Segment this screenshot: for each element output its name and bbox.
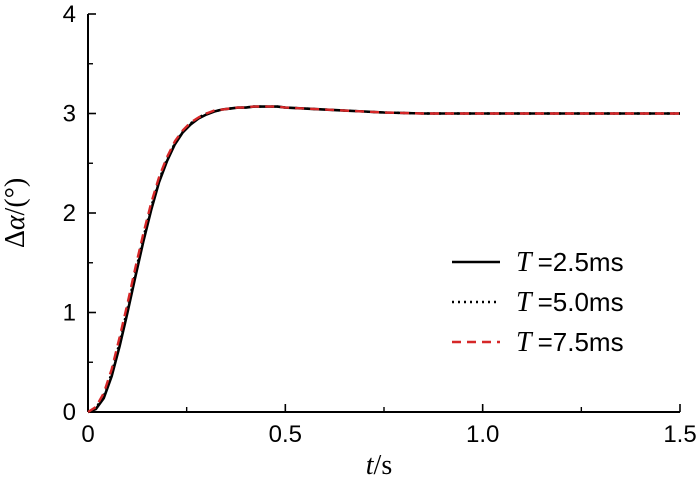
legend-label-var: T [516, 327, 534, 358]
legend-label-value: =5.0ms [538, 287, 624, 317]
x-axis-label-unit: /s [374, 450, 393, 481]
legend-label-2: T =5.0ms [516, 287, 624, 318]
y-axis-label-var: α [0, 214, 31, 230]
y-axis-label: Δα/(°) [0, 178, 31, 248]
series-line-2 [87, 105, 680, 414]
x-axis-label-var: t [366, 450, 375, 481]
legend-label-var: T [516, 247, 534, 278]
series-line-3 [87, 105, 680, 414]
legend-label-1: T =2.5ms [516, 247, 624, 278]
x-tick-label: 1.5 [663, 421, 696, 448]
axis-labels: t/s Δα/(°) [0, 178, 392, 481]
x-tick-label: 0.5 [269, 421, 302, 448]
y-tick-label: 0 [63, 399, 76, 426]
series-lines [87, 105, 680, 414]
axes [87, 13, 681, 413]
x-axis-label: t/s [366, 450, 392, 481]
y-tick-label: 4 [63, 1, 76, 28]
legend-label-value: =2.5ms [538, 247, 624, 277]
legend-label-var: T [516, 287, 534, 318]
y-tick-label: 2 [63, 200, 76, 227]
tick-labels: 0 0.5 1.0 1.5 0 1 2 3 4 [63, 1, 697, 448]
y-tick-label: 1 [63, 300, 76, 327]
legend-label-value: =7.5ms [538, 327, 624, 357]
legend-label-3: T =7.5ms [516, 327, 624, 358]
y-tick-label: 3 [63, 101, 76, 128]
x-tick-label: 0 [81, 421, 94, 448]
y-axis-label-unit: /(°) [0, 178, 31, 216]
y-axis-label-prefix: Δ [0, 230, 31, 248]
x-tick-label: 1.0 [466, 421, 499, 448]
